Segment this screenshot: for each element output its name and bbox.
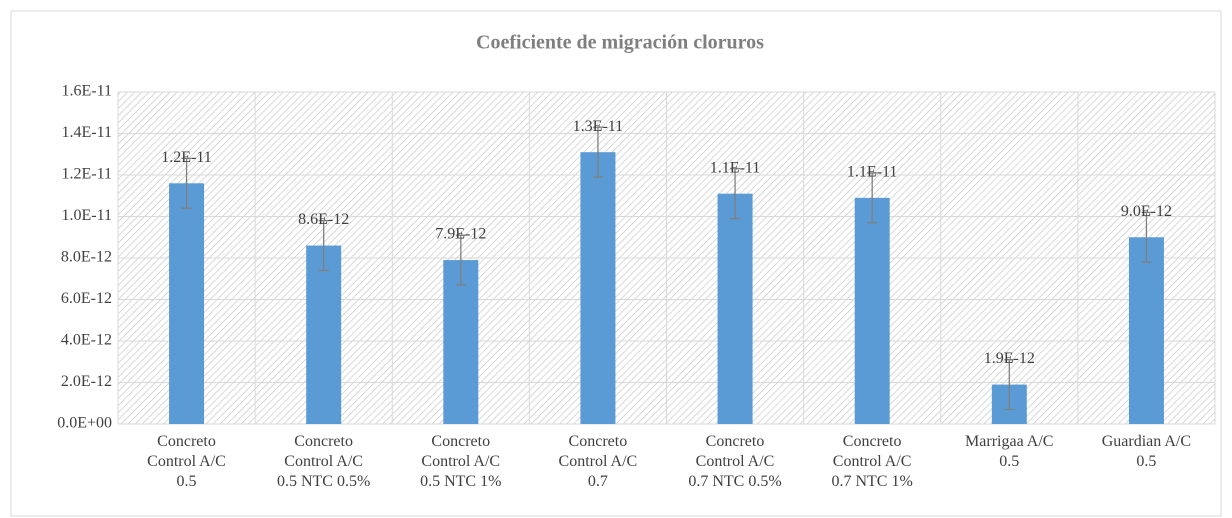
data-label: 1.2E-11 [161, 149, 212, 166]
bar [854, 197, 890, 424]
x-tick-label: Concreto Control A/C 0.7 [558, 433, 638, 490]
bar [580, 152, 616, 425]
x-tick-label: Concreto Control A/C 0.7 NTC 1% [831, 433, 913, 490]
y-tick-label: 8.0E-12 [61, 249, 112, 266]
error-bar [455, 234, 466, 286]
error-bar [867, 172, 878, 224]
error-bar [1004, 359, 1015, 411]
x-tick-label: Concreto Control A/C 0.5 [147, 433, 226, 490]
data-label: 1.3E-11 [573, 118, 624, 135]
y-tick-label: 0.0E+00 [57, 415, 112, 432]
x-tick-label: Concreto Control A/C 0.5 NTC 0.5% [276, 433, 371, 490]
data-label: 1.1E-11 [710, 159, 761, 176]
error-bar [592, 126, 603, 178]
x-tick-label: Concreto Control A/C 0.5 NTC 1% [420, 433, 502, 490]
y-tick-label: 6.0E-12 [61, 290, 112, 307]
y-tick-label: 1.6E-11 [61, 83, 112, 100]
x-tick-label: Guardian A/C 0.5 [1101, 433, 1192, 470]
y-tick-label: 1.0E-11 [61, 207, 112, 224]
data-label: 1.9E-12 [984, 350, 1035, 367]
error-bar [730, 168, 741, 220]
bar [1128, 237, 1164, 424]
bar [306, 245, 342, 424]
bar [443, 260, 479, 424]
y-tick-label: 1.2E-11 [61, 166, 112, 183]
x-tick-label: Marrigaa A/C 0.5 [965, 433, 1054, 470]
bar [717, 193, 753, 424]
y-tick-label: 1.4E-11 [61, 124, 112, 141]
y-tick-label: 2.0E-12 [61, 373, 112, 390]
x-tick-label: Concreto Control A/C 0.7 NTC 0.5% [688, 433, 782, 490]
data-label: 1.1E-11 [847, 163, 898, 180]
y-tick-label: 4.0E-12 [61, 332, 112, 349]
error-bar [1141, 211, 1152, 263]
bar [169, 183, 205, 424]
chart-title: Coeficiente de migración cloruros [476, 32, 764, 54]
data-label: 9.0E-12 [1121, 203, 1172, 220]
error-bar [181, 157, 192, 209]
data-label: 8.6E-12 [298, 211, 349, 228]
error-bar [318, 220, 329, 272]
data-label: 7.9E-12 [435, 226, 486, 243]
